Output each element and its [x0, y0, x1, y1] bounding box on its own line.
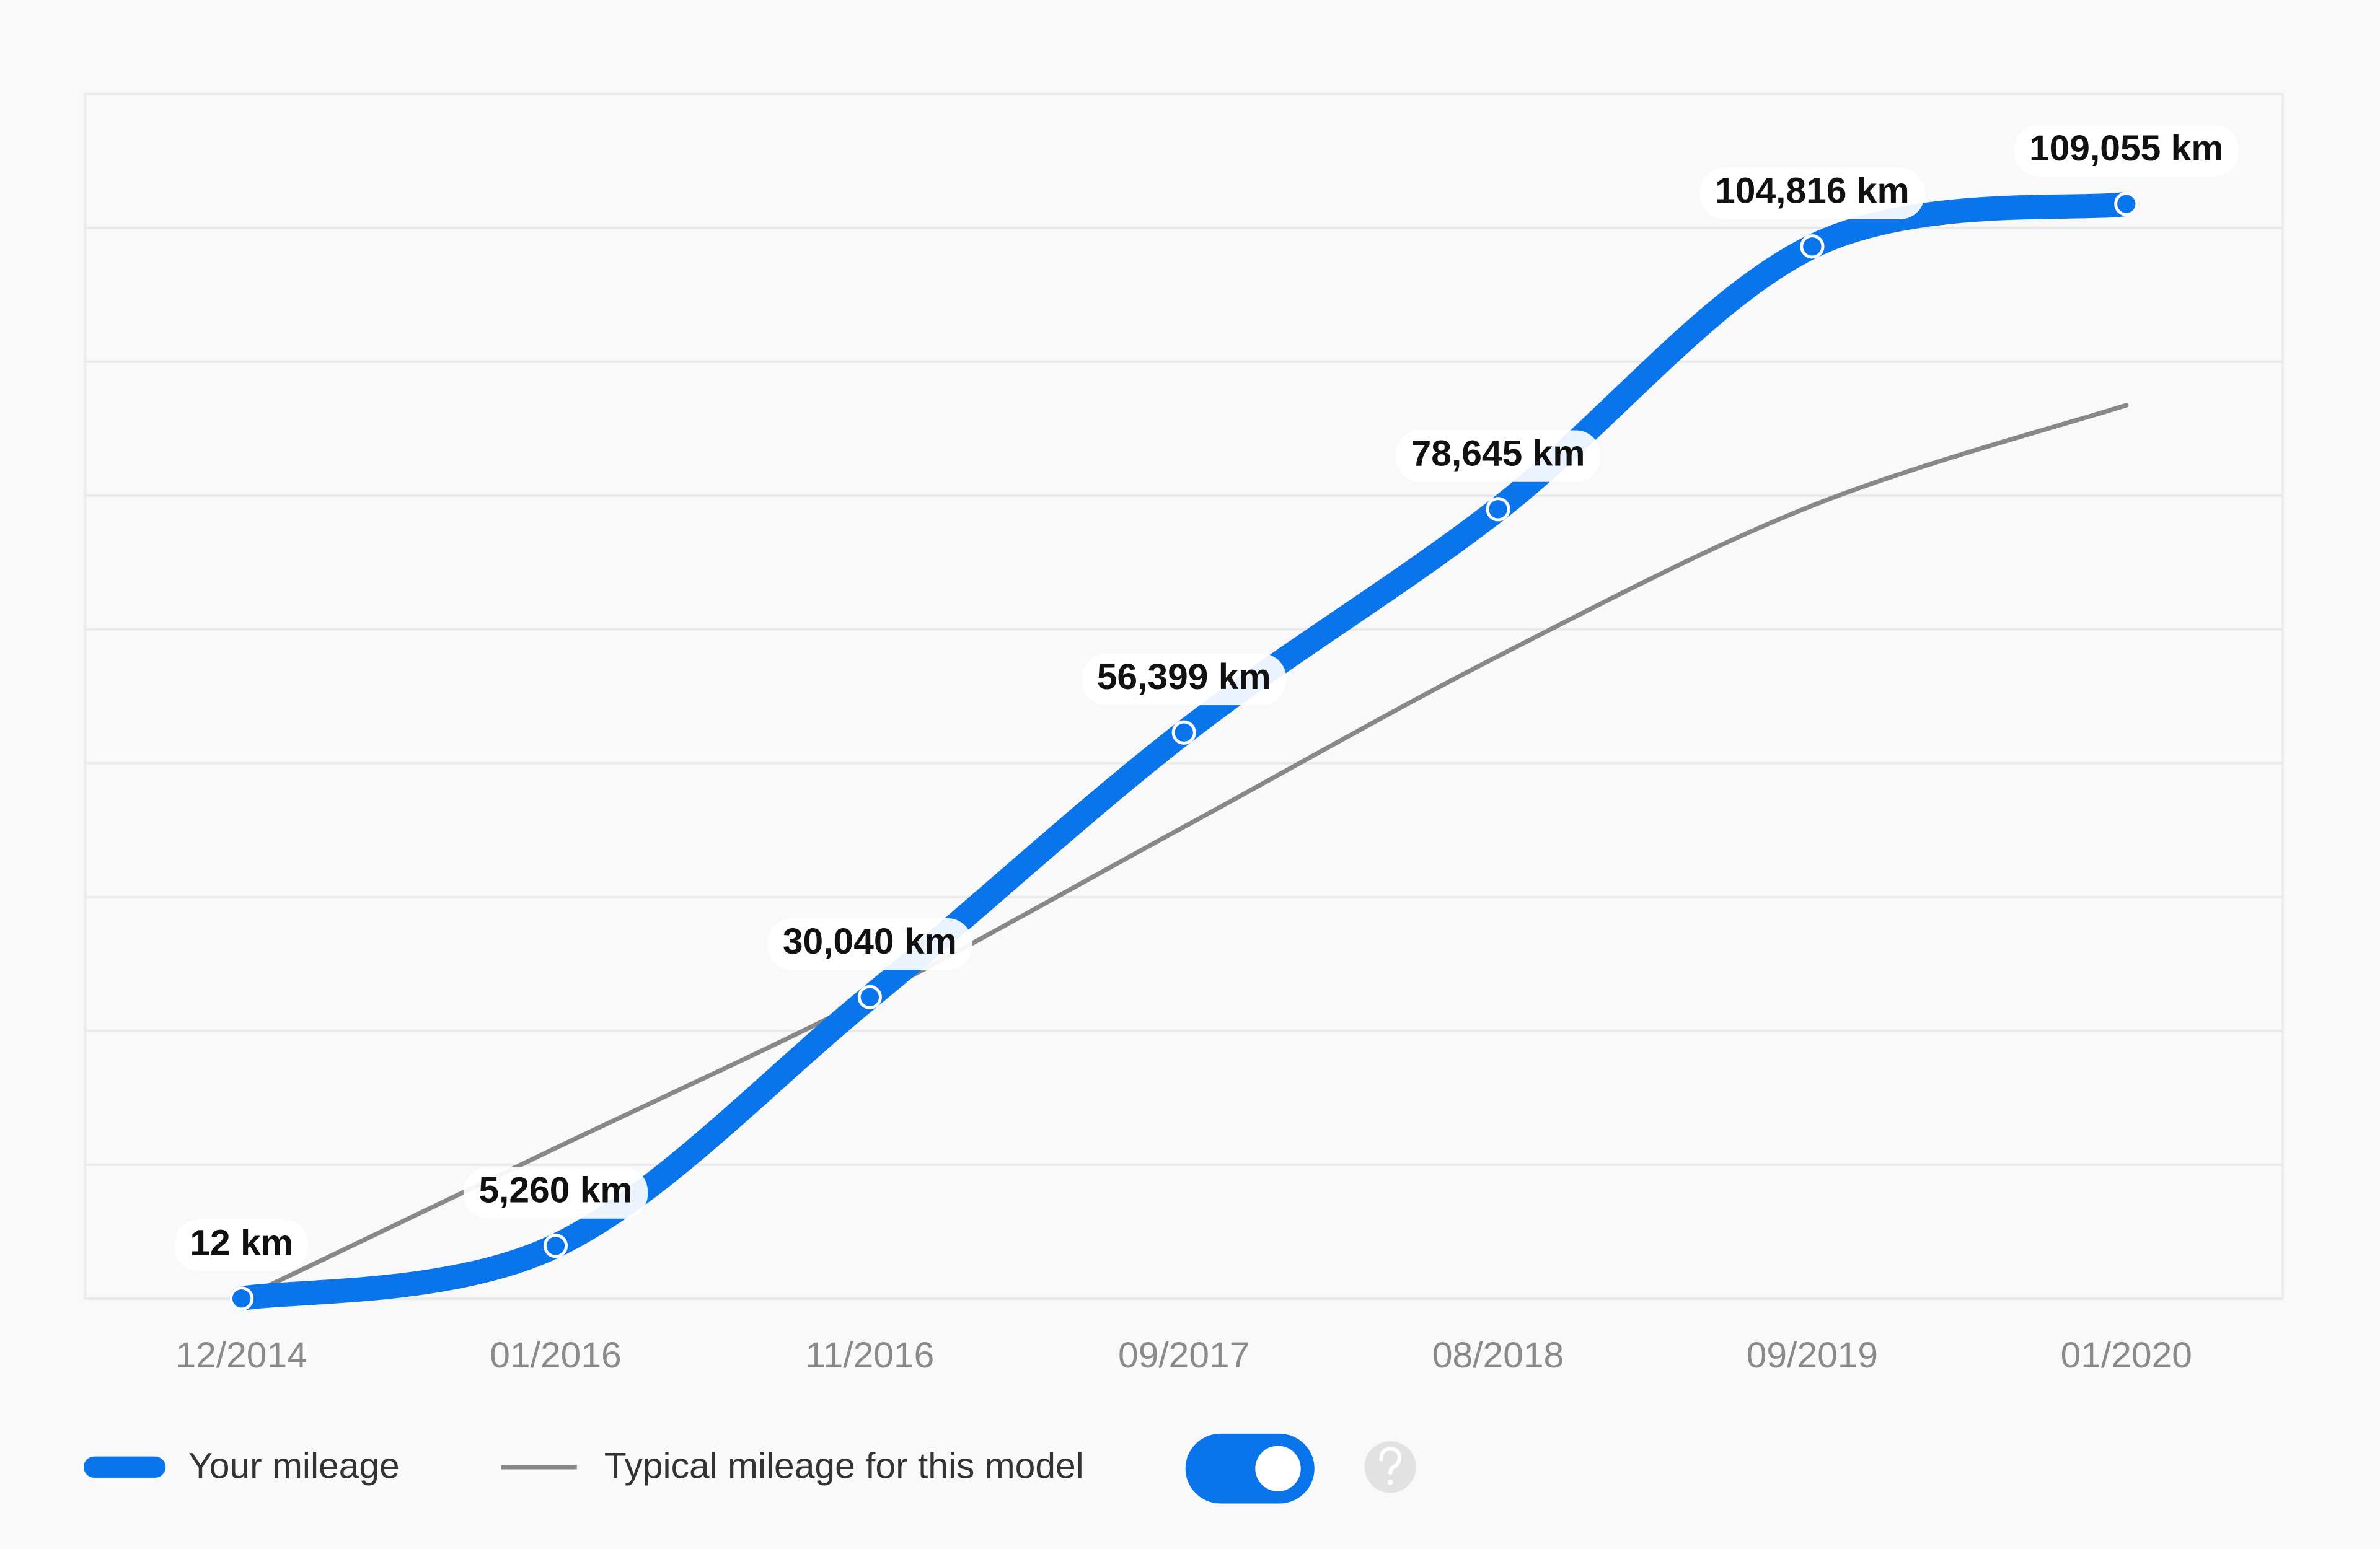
legend: Your mileage Typical mileage for this mo… [83, 1433, 1416, 1504]
x-tick-label: 11/2016 [805, 1335, 934, 1376]
x-tick-label: 12/2014 [175, 1335, 307, 1376]
data-label: 30,040 km [783, 921, 957, 962]
data-point [1486, 497, 1510, 522]
data-point [1800, 234, 1825, 259]
lines [229, 191, 2139, 1311]
help-glyph-dot [1387, 1479, 1393, 1485]
series-line [239, 403, 2129, 1301]
data-label: 56,399 km [1097, 657, 1271, 697]
label-background [1699, 167, 1925, 219]
x-tick-label: 01/2016 [490, 1335, 621, 1376]
data-label: 78,645 km [1411, 434, 1585, 474]
labels: 12 km 5,260 km 30,040 km 56,399 km 78,645 km… [174, 125, 2239, 1271]
grid [85, 92, 2283, 1300]
data-label: 12 km [190, 1223, 293, 1263]
data-point [857, 985, 882, 1009]
data-label: 5,260 km [478, 1170, 632, 1211]
x-tick-label: 09/2019 [1747, 1335, 1878, 1376]
legend-label: Typical mileage for this model [604, 1446, 1084, 1486]
label-background [1396, 430, 1601, 482]
label-background [1082, 653, 1287, 706]
help-glyph [1379, 1447, 1401, 1475]
toggle-switch[interactable] [1185, 1433, 1315, 1504]
data-point [229, 1286, 254, 1311]
data-point [2114, 191, 2139, 216]
data-label: 109,055 km [2029, 128, 2224, 169]
data-point [1171, 720, 1196, 745]
toggle-knob[interactable] [1255, 1446, 1301, 1491]
x-axis: 12/2014 01/2016 11/2016 09/2017 08/2018 09/20… [175, 1335, 2192, 1376]
label-background [463, 1167, 648, 1219]
x-tick-label: 09/2017 [1118, 1335, 1250, 1376]
data-label: 104,816 km [1715, 171, 1910, 211]
legend-label: Your mileage [188, 1446, 400, 1486]
data-point [543, 1234, 568, 1258]
x-tick-label: 08/2018 [1432, 1335, 1564, 1376]
label-background [767, 918, 972, 970]
label-background [174, 1219, 309, 1271]
help-icon[interactable] [1364, 1441, 1416, 1493]
x-tick-label: 01/2020 [2061, 1335, 2192, 1376]
label-background [2014, 125, 2239, 177]
